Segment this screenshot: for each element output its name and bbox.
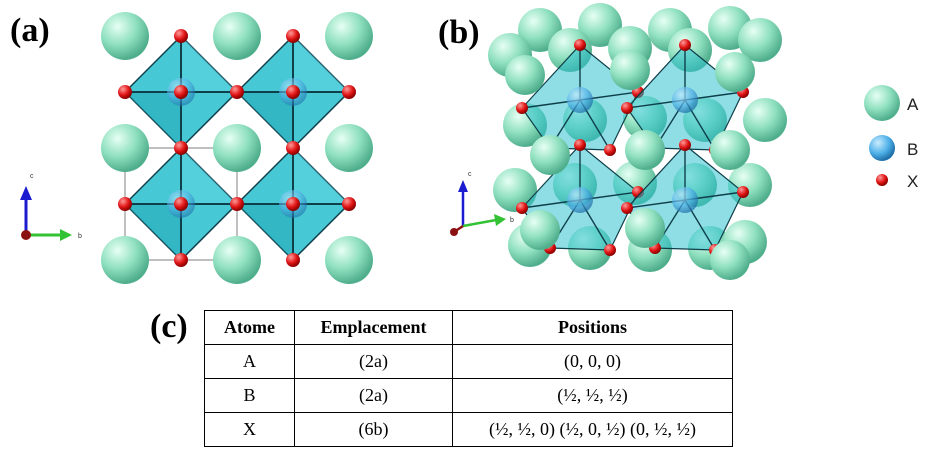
cell-site: (2a)	[294, 344, 453, 379]
x-atom	[174, 141, 188, 155]
octahedron-facet	[293, 36, 349, 92]
header-atome: Atome	[204, 310, 295, 345]
x-atom	[621, 102, 633, 114]
cell-positions: (½, ½, ½)	[452, 378, 733, 413]
perovskite-projection-figure: c b	[20, 12, 373, 284]
octahedron-facet	[237, 204, 293, 260]
x-atom	[286, 85, 300, 99]
a-atom	[213, 12, 261, 60]
octahedron-facet	[237, 92, 293, 148]
axis-triad-a: c b	[20, 173, 82, 241]
x-atom	[679, 39, 691, 51]
a-atom	[505, 55, 545, 95]
table-row: X (6b) (½, ½, 0) (½, 0, ½) (0, ½, ½)	[204, 412, 733, 447]
cell-atom: B	[204, 378, 295, 413]
legend-x-icon	[876, 174, 888, 186]
x-atom	[342, 197, 356, 211]
wyckoff-positions-table: Atome Emplacement Positions A (2a) (0, 0…	[204, 310, 733, 447]
panel-label-b: (b)	[438, 14, 480, 51]
x-atom	[604, 144, 616, 156]
axis-label-c-3d: c	[468, 171, 472, 178]
a-atom	[520, 210, 560, 250]
cell-site: (2a)	[294, 378, 453, 413]
cell-atom: X	[204, 412, 295, 447]
legend-a-icon	[864, 85, 900, 121]
x-atom	[574, 39, 586, 51]
x-atom	[342, 85, 356, 99]
a-atom	[213, 124, 261, 172]
b-atom	[672, 87, 698, 113]
x-atom	[230, 85, 244, 99]
b-atom	[672, 187, 698, 213]
octahedron-facet	[293, 148, 349, 204]
a-atom	[101, 124, 149, 172]
octahedron-facet	[181, 36, 237, 92]
x-atom	[230, 197, 244, 211]
a-atom	[325, 12, 373, 60]
table-header-row: Atome Emplacement Positions	[204, 310, 733, 345]
x-atom	[621, 202, 633, 214]
a-atom	[710, 130, 750, 170]
cell-atom: A	[204, 344, 295, 379]
octahedron-facet	[125, 92, 181, 148]
x-atom	[118, 197, 132, 211]
a-atom	[101, 12, 149, 60]
x-atom	[516, 202, 528, 214]
perovskite-3d-figure: c b	[450, 3, 787, 280]
a-atom	[710, 240, 750, 280]
x-atom	[286, 29, 300, 43]
x-atom	[737, 186, 749, 198]
x-atom	[679, 139, 691, 151]
x-atom	[286, 253, 300, 267]
a-atom	[743, 98, 787, 142]
legend-a-label: A	[907, 95, 919, 114]
table-row: A (2a) (0, 0, 0)	[204, 344, 733, 379]
a-atom	[325, 124, 373, 172]
header-positions: Positions	[452, 310, 733, 345]
legend-b-label: B	[907, 140, 918, 159]
x-atom	[174, 253, 188, 267]
x-atom	[174, 29, 188, 43]
a-atom	[610, 50, 650, 90]
legend-x-label: X	[907, 172, 918, 191]
table-row: B (2a) (½, ½, ½)	[204, 378, 733, 413]
a-site-atoms	[101, 12, 373, 284]
a-atom	[625, 130, 665, 170]
a-atom	[715, 52, 755, 92]
a-atom	[493, 168, 537, 212]
axis-triad-b: c b	[450, 171, 514, 236]
x-site-atoms	[118, 29, 356, 267]
a-atom	[325, 236, 373, 284]
a-atom	[578, 3, 622, 47]
x-atom	[118, 85, 132, 99]
x-atom	[604, 244, 616, 256]
front-atoms-3d	[505, 50, 755, 280]
a-atom	[530, 135, 570, 175]
a-atom	[101, 236, 149, 284]
axis-label-b-3d: b	[510, 217, 514, 224]
b-atom	[567, 87, 593, 113]
octahedron-facet	[125, 204, 181, 260]
panel-label-a: (a)	[10, 12, 50, 49]
x-atom	[574, 139, 586, 151]
a-atom	[213, 236, 261, 284]
a-atom	[625, 208, 665, 248]
x-atom	[286, 197, 300, 211]
x-atom	[286, 141, 300, 155]
legend-b-icon	[869, 135, 895, 161]
octahedron-facet	[181, 148, 237, 204]
atom-legend: A B X	[864, 85, 919, 191]
x-atom	[174, 197, 188, 211]
panel-label-c: (c)	[150, 308, 188, 345]
x-atom	[516, 102, 528, 114]
a-atom	[738, 18, 782, 62]
cell-site: (6b)	[294, 412, 453, 447]
cell-positions: (½, ½, 0) (½, 0, ½) (0, ½, ½)	[452, 412, 733, 447]
axis-label-c: c	[30, 173, 34, 180]
cell-positions: (0, 0, 0)	[452, 344, 733, 379]
b-atom	[567, 187, 593, 213]
x-atom	[174, 85, 188, 99]
header-emplacement: Emplacement	[294, 310, 453, 345]
axis-label-b: b	[78, 233, 82, 240]
